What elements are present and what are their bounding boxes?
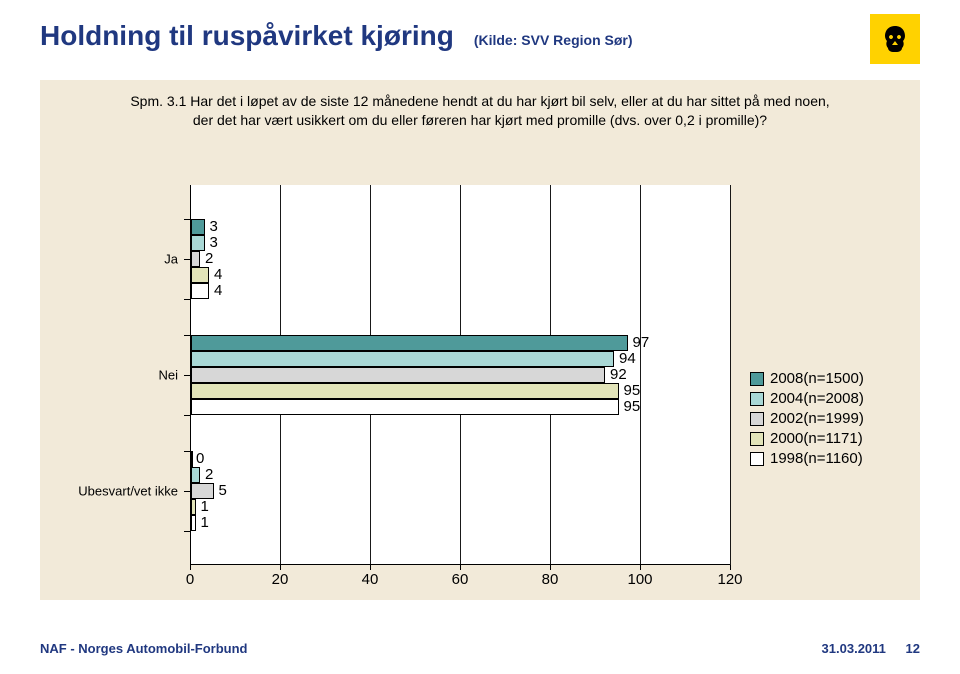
source-label: (Kilde: SVV Region Sør) <box>474 32 633 48</box>
lion-icon <box>878 22 912 56</box>
bar-value-label: 92 <box>610 366 627 383</box>
category-label-nei: Nei <box>158 368 178 383</box>
x-tick <box>280 565 281 570</box>
x-tick <box>550 565 551 570</box>
legend-label: 2000(n=1171) <box>770 430 863 447</box>
grid-line <box>730 185 731 565</box>
bar-ja-2004 <box>191 235 205 251</box>
naf-logo <box>870 14 920 64</box>
bar-ubesvart-2004 <box>191 467 200 483</box>
footer-page: 12 <box>906 641 920 656</box>
legend-item-2008: 2008(n=1500) <box>750 370 864 387</box>
legend-label: 2002(n=1999) <box>770 410 864 427</box>
legend-label: 2008(n=1500) <box>770 370 864 387</box>
footer-org: NAF - Norges Automobil-Forbund <box>40 641 248 656</box>
legend-item-2004: 2004(n=2008) <box>750 390 864 407</box>
category-tick <box>184 335 190 336</box>
slide: Holdning til ruspåvirket kjøring (Kilde:… <box>0 0 960 674</box>
legend-label: 1998(n=1160) <box>770 450 863 467</box>
bar-ja-2008 <box>191 219 205 235</box>
bar-value-label: 5 <box>219 482 227 499</box>
legend-item-2000: 2000(n=1171) <box>750 430 864 447</box>
chart-plot: 020406080100120Ja33244Nei9794929595Ubesv… <box>190 185 730 565</box>
x-tick-label: 120 <box>717 571 742 588</box>
legend-label: 2004(n=2008) <box>770 390 864 407</box>
bar-nei-2004 <box>191 351 614 367</box>
bar-value-label: 2 <box>205 466 213 483</box>
category-label-ubesvart: Ubesvart/vet ikke <box>78 484 178 499</box>
bar-value-label: 4 <box>214 266 222 283</box>
x-tick-label: 20 <box>272 571 289 588</box>
bar-ja-2000 <box>191 267 209 283</box>
x-tick <box>370 565 371 570</box>
bar-value-label: 0 <box>196 450 204 467</box>
bar-nei-2000 <box>191 383 619 399</box>
x-tick <box>640 565 641 570</box>
category-tick <box>184 375 190 376</box>
bar-ubesvart-2002 <box>191 483 214 499</box>
x-tick-label: 0 <box>186 571 194 588</box>
bar-value-label: 1 <box>201 514 209 531</box>
category-tick <box>184 299 190 300</box>
chart-legend: 2008(n=1500) 2004(n=2008) 2002(n=1999) 2000… <box>750 370 864 470</box>
bar-value-label: 4 <box>214 282 222 299</box>
category-tick <box>184 219 190 220</box>
x-tick-label: 40 <box>362 571 379 588</box>
legend-swatch <box>750 392 764 406</box>
footer-date: 31.03.2011 <box>822 641 886 656</box>
bar-ubesvart-1998 <box>191 515 196 531</box>
chart-question: Spm. 3.1 Har det i løpet av de siste 12 … <box>130 92 830 130</box>
bar-ja-2002 <box>191 251 200 267</box>
page-title: Holdning til ruspåvirket kjøring <box>40 20 454 52</box>
category-tick <box>184 451 190 452</box>
bar-value-label: 95 <box>624 398 641 415</box>
legend-swatch <box>750 412 764 426</box>
x-tick-label: 60 <box>452 571 469 588</box>
grid-line <box>640 185 641 565</box>
title-bar: Holdning til ruspåvirket kjøring (Kilde:… <box>40 20 840 52</box>
bar-value-label: 95 <box>624 382 641 399</box>
bar-value-label: 2 <box>205 250 213 267</box>
bar-value-label: 94 <box>619 350 636 367</box>
legend-swatch <box>750 372 764 386</box>
footer-right: 31.03.2011 12 <box>822 641 920 656</box>
x-tick-label: 100 <box>627 571 652 588</box>
bar-nei-1998 <box>191 399 619 415</box>
bar-ubesvart-2000 <box>191 499 196 515</box>
legend-swatch <box>750 432 764 446</box>
category-tick <box>184 531 190 532</box>
footer: NAF - Norges Automobil-Forbund 31.03.201… <box>40 641 920 656</box>
legend-swatch <box>750 452 764 466</box>
legend-item-2002: 2002(n=1999) <box>750 410 864 427</box>
bar-nei-2008 <box>191 335 628 351</box>
bar-ja-1998 <box>191 283 209 299</box>
category-tick <box>184 491 190 492</box>
x-tick <box>190 565 191 570</box>
bar-ubesvart-2008 <box>191 451 193 467</box>
bar-value-label: 3 <box>210 234 218 251</box>
bar-value-label: 97 <box>633 334 650 351</box>
category-tick <box>184 415 190 416</box>
bar-value-label: 1 <box>201 498 209 515</box>
x-tick-label: 80 <box>542 571 559 588</box>
x-tick <box>460 565 461 570</box>
chart-panel: Spm. 3.1 Har det i løpet av de siste 12 … <box>40 80 920 600</box>
bar-nei-2002 <box>191 367 605 383</box>
x-tick <box>730 565 731 570</box>
category-label-ja: Ja <box>164 252 178 267</box>
category-tick <box>184 259 190 260</box>
bar-value-label: 3 <box>210 218 218 235</box>
legend-item-1998: 1998(n=1160) <box>750 450 864 467</box>
